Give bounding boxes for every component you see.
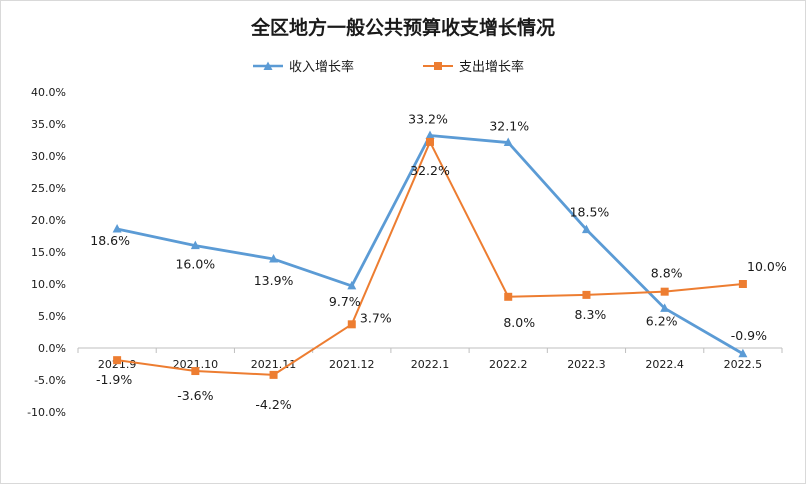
- x-tick-label: 2021.10: [173, 358, 219, 371]
- data-label: 8.3%: [575, 307, 607, 322]
- y-tick-label: 5.0%: [38, 310, 66, 323]
- data-label: 33.2%: [408, 112, 448, 127]
- legend: 收入增长率 支出增长率: [253, 59, 524, 75]
- data-label: -4.2%: [255, 397, 291, 412]
- income-point: [269, 254, 279, 263]
- data-label: -1.9%: [96, 372, 132, 387]
- income-point: [347, 280, 357, 290]
- expense-point: [269, 370, 278, 379]
- expense-point: [191, 367, 200, 376]
- income-point: [503, 137, 513, 147]
- y-tick-label: 35.0%: [31, 118, 66, 131]
- chart-title: 全区地方一般公共预算收支增长情况: [250, 16, 555, 39]
- income-point: [425, 130, 435, 140]
- expense-point: [347, 320, 356, 329]
- income-point: [738, 348, 748, 358]
- data-label: 18.5%: [570, 205, 610, 220]
- x-axis: 2021.9 2021.10 2021.11 2021.12 2022.1 2022.2 2…: [77, 347, 783, 371]
- y-tick-label: 25.0%: [31, 182, 66, 195]
- legend-income-marker: [263, 61, 273, 70]
- data-labels: 18.6% 16.0% 13.9% 9.7% 33.2% 32.1% 18.5% 6.2% -0…: [90, 112, 787, 412]
- data-label: 16.0%: [175, 257, 215, 272]
- income-point: [660, 303, 670, 312]
- expense-point: [113, 356, 122, 365]
- legend-expense-label: 支出增长率: [459, 59, 524, 75]
- legend-item-income: 收入增长率: [253, 59, 354, 75]
- expense-point: [660, 287, 669, 296]
- data-label: 6.2%: [646, 313, 678, 328]
- data-label: 13.9%: [254, 273, 294, 288]
- y-tick-label: 30.0%: [31, 150, 66, 163]
- x-tick-label: 2022.5: [724, 358, 763, 371]
- legend-expense-marker: [434, 62, 442, 70]
- data-label: 8.8%: [651, 266, 683, 281]
- data-label: 9.7%: [329, 294, 361, 309]
- x-tick-label: 2022.4: [645, 358, 684, 371]
- data-label: 3.7%: [360, 310, 392, 325]
- data-label: -0.9%: [731, 328, 767, 343]
- y-tick-label: 10.0%: [31, 278, 66, 291]
- expense-point: [738, 280, 747, 288]
- y-tick-label: -10.0%: [27, 406, 66, 419]
- data-label: -3.6%: [177, 388, 213, 403]
- y-tick-label: 40.0%: [31, 86, 66, 99]
- y-tick-label: 0.0%: [38, 342, 66, 355]
- y-tick-label: 15.0%: [31, 246, 66, 259]
- data-label: 32.1%: [489, 119, 529, 134]
- y-tick-label: -5.0%: [34, 374, 66, 387]
- x-tick-label: 2022.3: [567, 358, 606, 371]
- x-tick-label: 2022.1: [411, 358, 450, 371]
- data-label: 8.0%: [503, 315, 535, 330]
- data-label: 32.2%: [410, 163, 450, 178]
- legend-income-label: 收入增长率: [289, 59, 354, 75]
- income-point: [581, 224, 591, 234]
- income-point: [112, 223, 122, 233]
- series-layer: [112, 130, 748, 379]
- x-tick-label: 2021.12: [329, 358, 375, 371]
- y-axis: 40.0% 35.0% 30.0% 25.0% 20.0% 15.0% 10.0% 5.0% 0…: [27, 86, 66, 419]
- legend-item-expense: 支出增长率: [423, 59, 524, 75]
- expense-point: [504, 292, 513, 301]
- data-label: 10.0%: [747, 259, 787, 274]
- expense-point: [582, 290, 591, 299]
- expense-point: [426, 137, 434, 146]
- y-tick-label: 20.0%: [31, 214, 66, 227]
- x-tick-label: 2022.2: [489, 358, 528, 371]
- data-label: 18.6%: [90, 233, 130, 248]
- income-point: [190, 240, 200, 250]
